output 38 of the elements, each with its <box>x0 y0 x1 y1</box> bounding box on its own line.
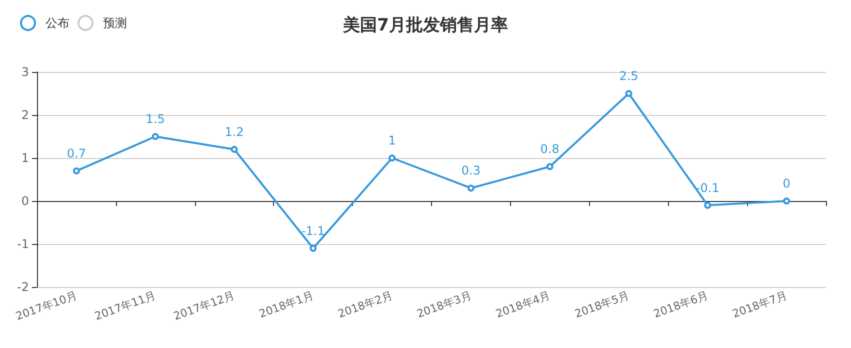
x-tick-label: 2017年11月 <box>92 288 158 323</box>
point <box>310 244 317 252</box>
y-tick-label: 2 <box>21 108 29 122</box>
data-label: 0.7 <box>66 146 86 160</box>
point <box>388 154 396 162</box>
point <box>467 184 474 192</box>
data-label: -1.1 <box>301 224 325 238</box>
x-tick-label: 2018年2月 <box>336 288 394 321</box>
x-tick-label: 2018年6月 <box>652 288 710 321</box>
point <box>704 202 712 209</box>
point <box>230 146 238 153</box>
x-tick-label: 2018年5月 <box>572 288 631 321</box>
data-label: 1 <box>388 134 396 148</box>
legend-label: 预测 <box>103 16 127 30</box>
data-label: 1.2 <box>224 124 244 139</box>
chart-title: 美国7月批发销售月率 <box>342 16 508 36</box>
data-label: 2.5 <box>619 69 638 83</box>
y-tick-label: 0 <box>21 194 29 208</box>
x-tick-label: 2018年1月 <box>257 288 316 321</box>
data-label: 0 <box>782 176 790 190</box>
point <box>625 90 632 97</box>
data-label: 1.5 <box>146 112 165 126</box>
point <box>783 198 790 204</box>
x-tick-label: 2018年3月 <box>415 288 474 321</box>
data-label: 0.8 <box>540 142 560 156</box>
point <box>72 167 80 174</box>
legend-label: 公布 <box>46 16 70 30</box>
y-tick-label: -2 <box>17 280 29 294</box>
y-tick-label: 3 <box>21 65 29 79</box>
point <box>152 133 159 140</box>
data-label: -0.1 <box>696 180 720 195</box>
x-tick-label: 2017年12月 <box>172 288 236 323</box>
x-tick-label: 2018年7月 <box>730 288 789 321</box>
y-tick-label: 1 <box>21 151 29 165</box>
x-tick-label: 2018年4月 <box>494 288 552 321</box>
point <box>546 163 554 170</box>
data-label: 0.3 <box>461 164 480 178</box>
y-tick-label: -1 <box>17 237 29 251</box>
